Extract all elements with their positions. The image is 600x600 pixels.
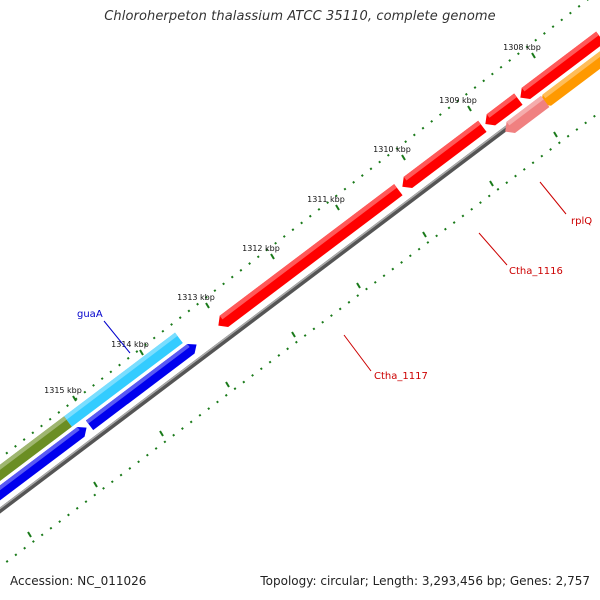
inner-major-tick	[93, 481, 98, 488]
major-tick	[401, 154, 406, 161]
gene-label-rplq[interactable]: rplQ	[571, 216, 592, 227]
gene-red-small-bevel	[486, 93, 517, 118]
gene-label-ctha-1116[interactable]: Ctha_1116	[509, 266, 563, 277]
tick-label: 1308 kbp	[503, 43, 541, 52]
gene-blue-upper-body[interactable]	[85, 343, 197, 431]
gene-blue-lower-bevel	[0, 426, 80, 491]
map-title: Chloroherpeton thalassium ATCC 35110, co…	[104, 9, 496, 24]
gene-ctha-1117[interactable]	[218, 184, 403, 327]
inner-major-tick	[159, 430, 164, 437]
tick-label: 1309 kbp	[439, 96, 477, 105]
major-tick	[467, 105, 472, 112]
inner-major-tick	[27, 531, 32, 538]
tick-label: 1310 kbp	[373, 145, 411, 154]
genome-backbone-highlight	[0, 54, 600, 510]
gene-ctha-1116[interactable]	[402, 120, 487, 189]
inner-major-tick	[225, 381, 230, 388]
inner-tick-track	[0, 111, 600, 569]
tick-label: 1315 kbp	[44, 386, 82, 395]
gene-rplQ-bevel	[506, 95, 544, 126]
genome-summary-label: Topology: circular; Length: 3,293,456 bp…	[260, 574, 590, 588]
gene-ctha-1117-bevel	[219, 184, 397, 320]
callout-line	[539, 181, 567, 215]
callout-line	[103, 320, 131, 354]
gene-olive-bevel	[0, 416, 67, 470]
gene-blue-lower-body[interactable]	[0, 426, 87, 512]
gene-label-guaa[interactable]: guaA	[77, 309, 103, 320]
gene-orange[interactable]	[541, 46, 600, 106]
gene-olive[interactable]	[0, 416, 72, 499]
gene-orange-bevel	[542, 51, 600, 99]
gene-label-ctha-1117[interactable]: Ctha_1117	[374, 371, 428, 382]
gene-red-small[interactable]	[485, 93, 523, 126]
gene-upper-red[interactable]	[520, 31, 600, 99]
gene-rplQ-body[interactable]	[505, 95, 550, 133]
inner-major-tick	[356, 282, 361, 289]
inner-major-tick	[553, 131, 558, 138]
tick-label: 1313 kbp	[177, 293, 215, 302]
inner-major-tick	[489, 180, 494, 187]
accession-label: Accession: NC_011026	[10, 574, 147, 588]
inner-major-tick	[422, 231, 427, 238]
major-tick	[72, 395, 77, 402]
major-tick	[531, 52, 536, 59]
major-tick	[205, 302, 210, 309]
major-tick	[335, 204, 340, 211]
gene-blue-upper-bevel	[85, 343, 190, 424]
major-tick	[139, 349, 144, 356]
gene-red-small-body[interactable]	[485, 93, 523, 126]
gene-blue-upper[interactable]	[85, 343, 197, 431]
gene-ctha-1117-body[interactable]	[218, 184, 403, 327]
tick-label: 1314 kbp	[111, 340, 149, 349]
tick-label: 1312 kbp	[242, 244, 280, 253]
inner-major-tick	[291, 331, 296, 338]
tick-label: 1311 kbp	[307, 195, 345, 204]
gene-blue-lower[interactable]	[0, 426, 87, 512]
callout-line	[343, 334, 372, 372]
gene-guaA-bevel	[64, 332, 178, 420]
gene-rplQ[interactable]	[505, 95, 550, 133]
callout-line	[478, 232, 508, 266]
gene-guaA[interactable]	[64, 332, 183, 427]
gene-olive-body[interactable]	[0, 416, 72, 499]
major-tick	[270, 253, 275, 260]
gene-guaA-body[interactable]	[64, 332, 183, 427]
gene-upper-red-bevel	[521, 31, 599, 92]
gene-ctha-1116-body[interactable]	[402, 120, 487, 189]
gene-ctha-1116-bevel	[403, 120, 481, 181]
